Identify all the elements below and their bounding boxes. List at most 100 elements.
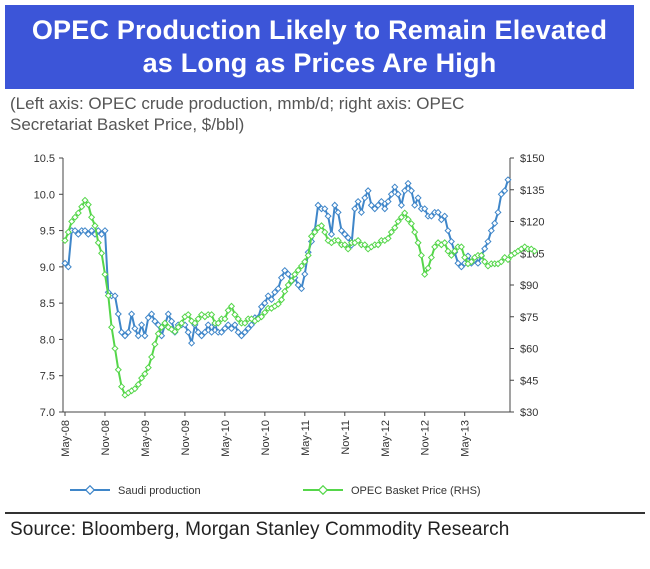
saudi-production-point	[491, 219, 499, 227]
saudi-production-line	[64, 179, 509, 344]
opec-basket-price-point	[417, 251, 425, 259]
opec-basket-price-point	[158, 323, 166, 331]
opec-basket-price-point	[111, 344, 119, 353]
left-tick-label: 9.0	[40, 262, 55, 274]
x-tick-label: May-08	[60, 420, 72, 457]
saudi-production-point	[284, 270, 292, 278]
saudi-production-point	[141, 332, 149, 340]
left-tick-label: 7.5	[40, 371, 55, 383]
opec-basket-price-point	[397, 213, 405, 221]
opec-basket-price-point	[407, 220, 415, 228]
right-tick-label: $105	[520, 248, 544, 260]
saudi-production-point	[314, 201, 322, 209]
saudi-production-point	[281, 266, 289, 275]
opec-basket-price-point	[178, 319, 186, 327]
opec-basket-price-point	[174, 323, 182, 331]
right-tick-label: $150	[520, 153, 544, 165]
right-tick-label: $45	[520, 375, 538, 387]
opec-basket-price-point	[131, 385, 139, 393]
saudi-production-point	[134, 332, 142, 340]
saudi-production-point	[221, 324, 229, 333]
source-note: Source: Bloomberg, Morgan Stanley Commod…	[10, 519, 510, 540]
saudi-production-point	[381, 205, 389, 213]
saudi-production-point	[198, 332, 206, 340]
opec-basket-price-point	[234, 315, 242, 323]
opec-basket-price-point	[101, 270, 109, 278]
opec-basket-price-point	[391, 224, 399, 232]
saudi-production-point	[404, 179, 412, 187]
opec-basket-price-point	[154, 330, 162, 338]
saudi-production-point	[421, 205, 429, 213]
opec-basket-price-point	[444, 247, 452, 255]
opec-basket-price-point	[257, 313, 266, 321]
opec-basket-price-point	[144, 364, 152, 372]
chart-subtitle: (Left axis: OPEC crude production, mmb/d…	[10, 93, 630, 135]
saudi-production-point	[297, 285, 306, 293]
opec-basket-price-point	[118, 383, 126, 391]
opec-basket-price-point	[301, 258, 309, 266]
right-tick-label: $90	[520, 280, 538, 292]
saudi-production-point	[474, 259, 482, 267]
opec-basket-price-point	[427, 253, 435, 262]
x-tick-label: Nov-08	[100, 420, 112, 455]
saudi-production-point	[377, 197, 385, 206]
saudi-production-point	[227, 324, 236, 333]
opec-basket-price-point	[387, 228, 395, 236]
saudi-production-point	[201, 328, 209, 336]
opec-basket-price-point	[344, 245, 352, 253]
opec-basket-price-point	[401, 209, 409, 217]
saudi-production-point	[401, 187, 409, 195]
right-tick-label: $120	[520, 217, 544, 229]
saudi-production-point	[357, 208, 365, 216]
saudi-production-point	[277, 274, 286, 282]
saudi-production-point	[487, 227, 495, 235]
opec-basket-price-point	[84, 201, 92, 209]
opec-basket-price-point	[384, 234, 392, 242]
saudi-production-point	[184, 328, 192, 336]
opec-basket-price-point	[98, 249, 106, 257]
saudi-production-point	[437, 216, 445, 224]
left-tick-label: 7.0	[40, 407, 55, 419]
right-tick-label: $135	[520, 185, 544, 197]
opec-basket-price-point	[88, 213, 96, 221]
divider	[5, 512, 645, 514]
opec-basket-price-point	[317, 222, 326, 230]
opec-basket-price-point	[208, 311, 216, 319]
saudi-production-point	[151, 317, 159, 325]
right-tick-label: $75	[520, 312, 538, 324]
saudi-production-point	[234, 328, 242, 336]
saudi-production-point	[334, 208, 342, 216]
opec-basket-price-point	[287, 277, 296, 285]
saudi-production-point	[261, 299, 269, 307]
x-tick-label: Nov-12	[420, 420, 432, 455]
opec-basket-price-point	[184, 311, 192, 319]
opec-basket-price-point	[151, 340, 159, 348]
axes: 7.0 7.5 8.0 8.5 9.0 9.5 10.0 10.5 $30 $45 $60 $75 $9…	[34, 153, 545, 457]
opec-basket-price-point	[274, 300, 282, 308]
subtitle-line-2: Secretariat Basket Price, $/bbl)	[10, 115, 245, 134]
left-tick-label: 10.5	[34, 153, 55, 165]
saudi-production-point	[61, 259, 69, 267]
saudi-production-point	[84, 230, 92, 238]
opec-basket-price-point	[261, 308, 269, 317]
x-tick-label: May-10	[220, 420, 232, 457]
opec-basket-price-point	[421, 270, 429, 278]
left-tick-label: 8.0	[40, 334, 55, 346]
saudi-production-point	[168, 317, 176, 325]
subtitle-line-1: (Left axis: OPEC crude production, mmb/d…	[10, 94, 465, 113]
opec-basket-price-point	[108, 323, 116, 331]
saudi-production-point	[351, 205, 359, 213]
saudi-production-point	[434, 208, 442, 216]
title-line-2: as Long as Prices Are High	[142, 48, 497, 78]
saudi-production-point	[101, 227, 109, 235]
saudi-production-point	[481, 245, 489, 253]
saudi-production-point	[188, 339, 196, 347]
saudi-production-point	[124, 328, 132, 336]
opec-basket-price-point	[361, 241, 369, 249]
saudi-production-point	[131, 324, 139, 333]
opec-basket-price-point	[141, 370, 149, 378]
saudi-production-point	[144, 314, 152, 322]
opec-basket-price-point	[94, 239, 102, 247]
opec-basket-price-point	[404, 215, 412, 223]
saudi-production-point	[397, 201, 405, 209]
